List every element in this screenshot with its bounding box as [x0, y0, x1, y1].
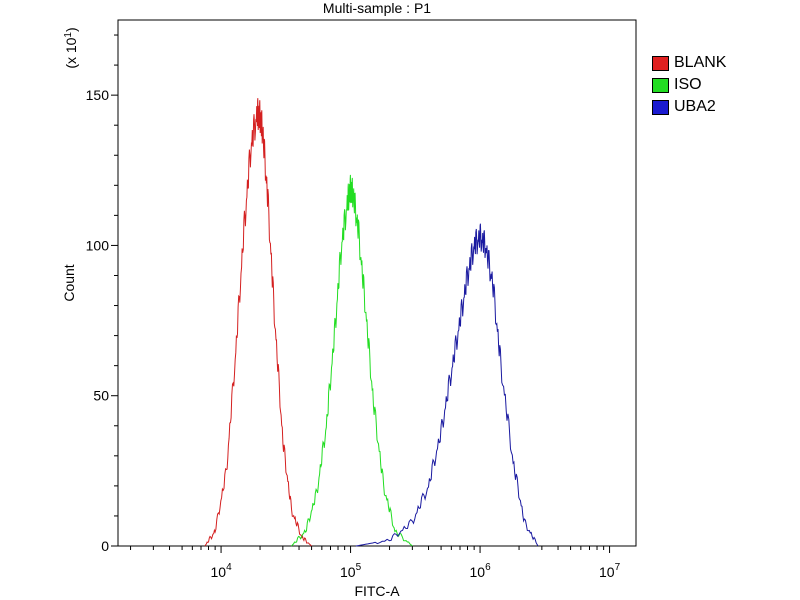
x-axis-label: FITC-A	[354, 583, 400, 599]
y-tick-label: 100	[86, 237, 110, 253]
legend-label-uba2: UBA2	[674, 98, 716, 115]
series-lines	[204, 98, 539, 547]
legend-swatch-uba2	[652, 99, 669, 115]
legend: BLANK ISO UBA2	[652, 52, 726, 118]
legend-item-blank: BLANK	[652, 52, 726, 74]
series-line-uba2	[355, 223, 539, 547]
series-line-blank	[204, 98, 312, 547]
legend-item-iso: ISO	[652, 74, 726, 96]
series-line-iso	[291, 174, 413, 547]
x-tick-label: 104	[210, 562, 232, 580]
chart-title: Multi-sample : P1	[323, 0, 431, 16]
legend-item-uba2: UBA2	[652, 96, 726, 118]
plot-area	[117, 19, 637, 547]
x-tick-label: 107	[599, 562, 621, 580]
y-multiplier-label: (x 101)	[63, 27, 79, 68]
legend-swatch-blank	[652, 55, 669, 71]
x-tick-label: 106	[469, 562, 491, 580]
y-axis-label: Count	[61, 264, 77, 301]
x-tick-label: 105	[340, 562, 362, 580]
y-tick-label: 50	[93, 388, 109, 404]
y-tick-label: 150	[86, 87, 110, 103]
y-tick-label: 0	[101, 538, 109, 554]
legend-swatch-iso	[652, 77, 669, 93]
legend-label-iso: ISO	[674, 76, 702, 93]
x-axis: 104 105 106 107	[130, 546, 621, 580]
y-axis: 0 50 100 150	[86, 34, 118, 554]
legend-label-blank: BLANK	[674, 54, 727, 71]
